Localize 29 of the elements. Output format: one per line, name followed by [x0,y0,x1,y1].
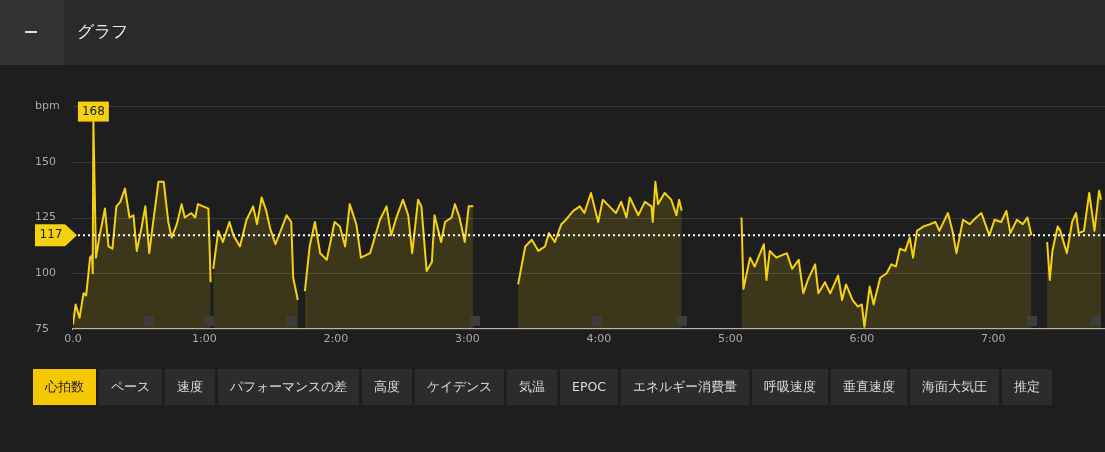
text: 速度 [165,369,215,405]
x-tick-label: 5:00 [717,332,743,346]
x-tick-label: 3:00 [455,332,480,346]
y-tick-label: 100 [35,266,56,280]
y-axis-title: bpm [35,98,60,112]
y-tick-label: 75 [35,321,49,335]
text: 呼吸速度 [752,369,829,405]
y-tick-label: 150 [35,154,56,168]
x-tick-label: 4:00 [586,332,612,346]
text: ペース [99,369,162,405]
chart-title: グラフ [77,20,128,43]
x-tick-label: 2:00 [323,332,349,346]
x-tick-label: 0.0 [64,332,82,346]
x-tick-label: 7:00 [980,332,1006,346]
text: 推定 [1002,369,1053,405]
text: EPOC [560,369,619,405]
text: 海面大気圧 [910,369,1000,405]
ref-line-label: 117 [39,227,63,242]
y-tick-label: 125 [35,210,56,224]
text: 垂直速度 [831,369,908,405]
text: エネルギー消費量 [621,369,750,405]
text: ケイデンス [415,369,504,405]
text: 高度 [362,369,412,405]
text: パフォーマンスの差 [218,369,359,405]
text: 気温 [507,369,557,405]
x-tick-label: 1:00 [192,332,217,346]
text: 心拍数 [33,369,96,405]
x-tick-label: 6:00 [849,332,875,346]
annotation: 168 [81,103,105,118]
